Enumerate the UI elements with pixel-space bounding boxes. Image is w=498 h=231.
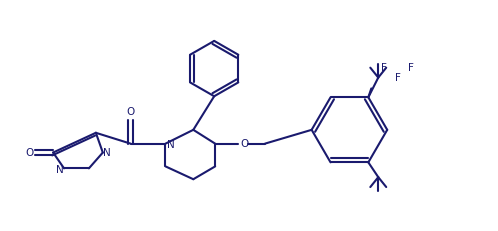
Text: F: F [395,73,401,82]
Text: N: N [56,165,64,175]
Text: O: O [240,139,248,149]
Text: O: O [25,148,33,158]
Text: O: O [126,107,135,117]
Text: N: N [103,148,111,158]
Text: F: F [381,63,387,73]
Text: F: F [408,63,414,73]
Text: N: N [166,140,174,150]
